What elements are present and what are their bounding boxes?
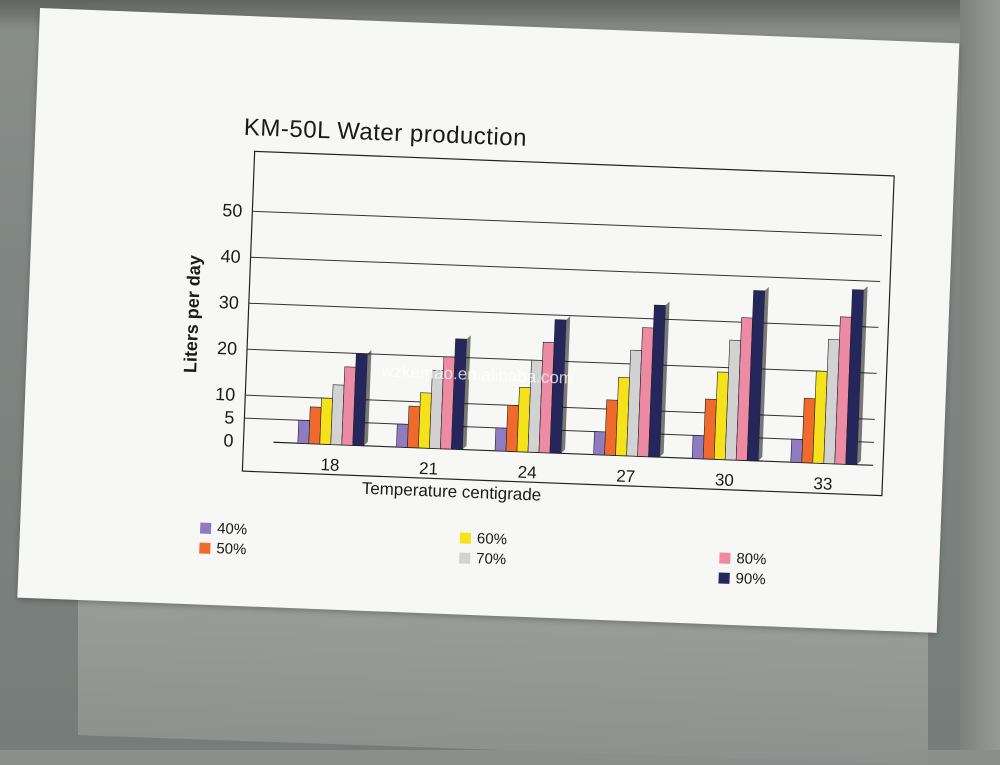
- legend-swatch-80: [719, 552, 731, 564]
- y-tick-label: 40: [220, 246, 241, 267]
- x-tick-label: 30: [715, 470, 735, 490]
- legend-label-50: 50%: [216, 540, 247, 559]
- legend-item-60: 60%: [459, 530, 508, 549]
- bar-chart: 0 510 20 30 40 50 18 21 24 27 30 33: [215, 150, 895, 497]
- bar-90-33: [845, 289, 864, 466]
- legend-item-40: 40%: [199, 520, 248, 539]
- y-tick-label: 20: [217, 338, 238, 359]
- gridline: [248, 302, 879, 328]
- bar-side: [560, 316, 571, 454]
- bar-50-21: [407, 405, 421, 449]
- bar-40-21: [396, 423, 409, 448]
- bar-side: [462, 335, 471, 450]
- bar-50-18: [308, 406, 322, 445]
- legend-item-50: 50%: [199, 540, 247, 559]
- gridline: [250, 256, 881, 282]
- legend-item-70: 70%: [458, 550, 507, 569]
- y-tick-label: 0: [223, 430, 234, 450]
- legend-label-70: 70%: [475, 550, 507, 569]
- x-tick-label: 27: [616, 466, 636, 486]
- x-axis-line: [273, 441, 874, 466]
- bar-side: [659, 301, 670, 458]
- gridline: [252, 210, 882, 236]
- bar-60-18: [319, 397, 333, 445]
- bar-40-18: [297, 419, 311, 444]
- bar-side: [363, 349, 372, 446]
- chart-poster: KM-50L Water production Liters per day 0…: [17, 8, 960, 633]
- metal-panel-right: [960, 0, 1000, 750]
- legend-label-60: 60%: [476, 530, 508, 549]
- bar-90-24: [549, 319, 567, 454]
- y-tick-label: 10: [215, 384, 236, 405]
- bar-side: [758, 286, 769, 461]
- legend-item-90: 90%: [718, 569, 766, 588]
- legend-swatch-70: [458, 552, 471, 564]
- bar-40-33: [790, 438, 803, 463]
- x-tick-label: 24: [517, 463, 537, 483]
- chart-frame: [241, 150, 895, 497]
- bar-40-27: [593, 431, 606, 456]
- bar-90-30: [746, 290, 765, 462]
- legend-swatch-90: [718, 572, 730, 584]
- y-tick-label: 50: [222, 200, 243, 221]
- legend-item-80: 80%: [719, 549, 767, 568]
- legend-label-90: 90%: [735, 570, 766, 589]
- bar-90-18: [352, 353, 368, 447]
- y-tick-label: 30: [218, 292, 239, 313]
- bar-40-30: [691, 435, 705, 460]
- x-tick-label: 21: [419, 459, 439, 479]
- y-tick-label: 5: [224, 407, 235, 427]
- bar-side: [856, 286, 868, 465]
- bar-90-27: [648, 304, 666, 458]
- legend-label-80: 80%: [736, 550, 767, 569]
- legend-swatch-60: [459, 532, 472, 544]
- legend-label-40: 40%: [216, 520, 248, 539]
- legend-swatch-40: [199, 522, 212, 534]
- bar-50-24: [505, 404, 520, 452]
- bar-40-24: [494, 427, 508, 452]
- legend-swatch-50: [199, 542, 211, 554]
- x-tick-label: 33: [813, 474, 833, 494]
- x-tick-label: 18: [320, 455, 340, 475]
- bar-90-21: [451, 338, 467, 450]
